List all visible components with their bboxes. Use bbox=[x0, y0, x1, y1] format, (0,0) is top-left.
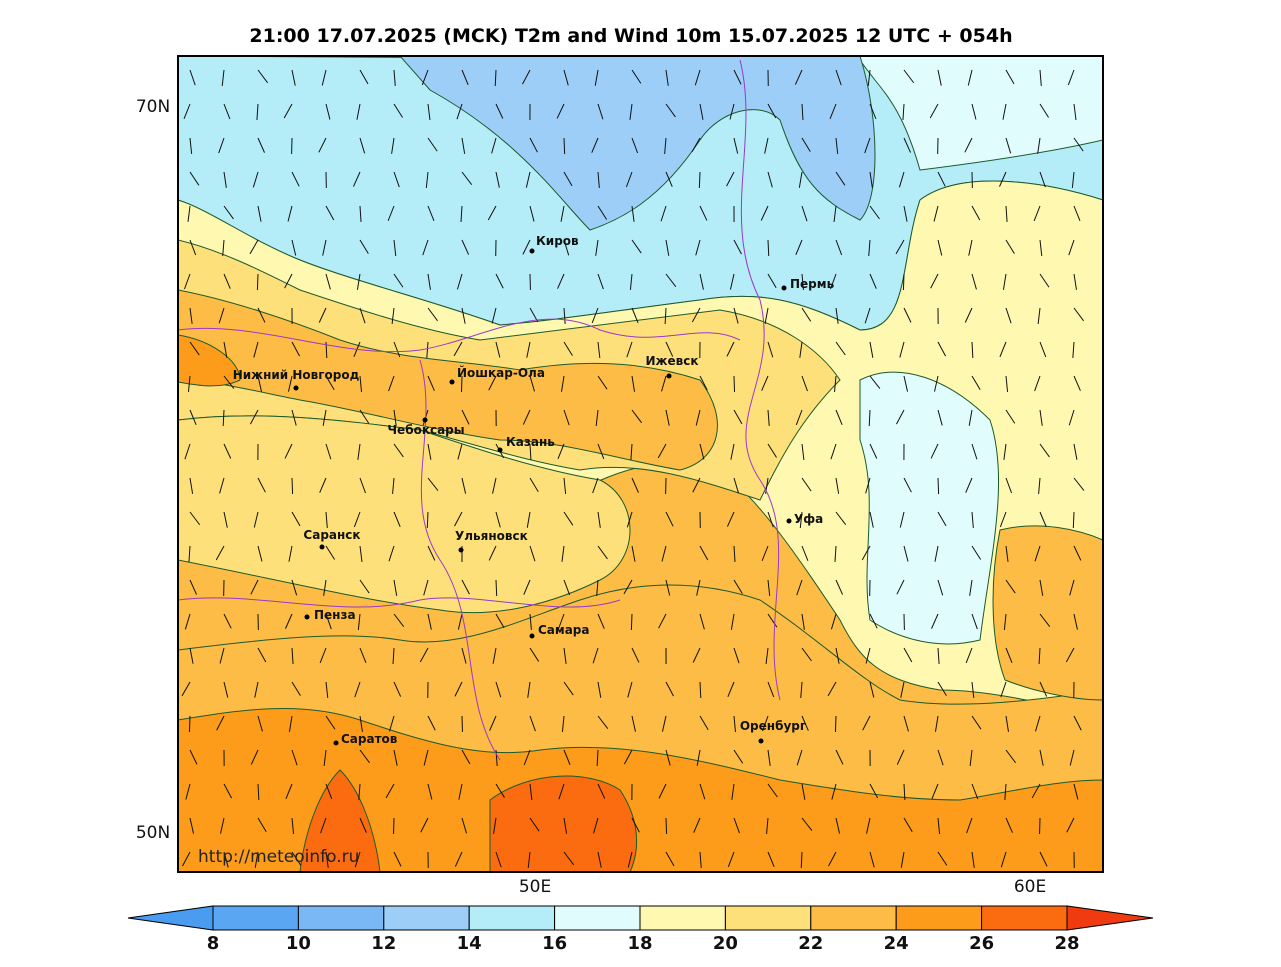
lat-label: 50N bbox=[136, 823, 170, 843]
wind-barb bbox=[666, 818, 667, 834]
city-label: Киров bbox=[536, 234, 579, 248]
city-label: Ижевск bbox=[646, 354, 699, 368]
city-label: Саратов bbox=[341, 732, 398, 746]
colorbar-box bbox=[469, 906, 554, 930]
colorbar-box bbox=[982, 906, 1067, 930]
city-dot bbox=[423, 418, 428, 423]
map-title: 21:00 17.07.2025 (MCK) T2m and Wind 10m … bbox=[249, 25, 1012, 47]
city-dot bbox=[787, 519, 792, 524]
colorbar-tick-label: 24 bbox=[884, 933, 909, 954]
wind-barb bbox=[292, 478, 293, 494]
wind-barb bbox=[903, 274, 904, 290]
colorbar-box bbox=[811, 906, 896, 930]
wind-barb bbox=[734, 376, 735, 392]
colorbar-tip bbox=[1067, 906, 1153, 930]
colorbar-box bbox=[896, 906, 981, 930]
colorbar-tick-label: 14 bbox=[457, 933, 482, 954]
city-dot bbox=[530, 634, 535, 639]
lon-label: 50E bbox=[519, 877, 551, 897]
colorbar-tick-label: 16 bbox=[542, 933, 567, 954]
colorbar-box bbox=[725, 906, 810, 930]
wind-barb bbox=[1073, 512, 1074, 528]
colorbar-tick-label: 10 bbox=[286, 933, 311, 954]
temperature-field bbox=[178, 56, 1103, 872]
colorbar-tick-label: 12 bbox=[371, 933, 396, 954]
city-label: Йошкар-Ола bbox=[457, 365, 545, 380]
colorbar-box bbox=[213, 906, 298, 930]
city-dot bbox=[450, 380, 455, 385]
wind-barb bbox=[564, 138, 565, 154]
colorbar-box bbox=[384, 906, 469, 930]
city-label: Нижний Новгород bbox=[233, 368, 360, 382]
city-label: Пермь bbox=[790, 277, 835, 291]
colorbar-tick-label: 22 bbox=[798, 933, 823, 954]
lon-label: 60E bbox=[1014, 877, 1046, 897]
colorbar-tip bbox=[128, 906, 213, 930]
city-dot bbox=[782, 286, 787, 291]
city-dot bbox=[294, 386, 299, 391]
watermark: http://meteoinfo.ru bbox=[198, 847, 359, 867]
wind-barb bbox=[835, 716, 836, 732]
colorbar-box bbox=[555, 906, 640, 930]
city-dot bbox=[305, 615, 310, 620]
city-dot bbox=[320, 545, 325, 550]
city-label: Оренбург bbox=[740, 719, 806, 733]
wind-barb bbox=[496, 580, 497, 596]
city-label: Уфа bbox=[794, 512, 823, 526]
city-dot bbox=[530, 249, 535, 254]
colorbar-tick-label: 8 bbox=[207, 933, 220, 954]
city-dot bbox=[459, 548, 464, 553]
colorbar-box bbox=[298, 906, 383, 930]
city-dot bbox=[759, 739, 764, 744]
colorbar-tick-label: 26 bbox=[969, 933, 994, 954]
city-label: Казань bbox=[506, 435, 555, 449]
city-label: Чебоксары bbox=[387, 423, 464, 437]
wind-barb bbox=[189, 716, 190, 732]
colorbar-box bbox=[640, 906, 725, 930]
city-label: Самара bbox=[538, 623, 590, 637]
wind-barb bbox=[938, 478, 939, 494]
lat-label: 70N bbox=[136, 97, 170, 117]
city-dot bbox=[334, 741, 339, 746]
wind-barb bbox=[699, 172, 700, 188]
city-dot bbox=[498, 448, 503, 453]
colorbar-tick-label: 18 bbox=[627, 933, 652, 954]
colorbar-tick-label: 28 bbox=[1054, 933, 1079, 954]
wind-barb bbox=[631, 614, 632, 630]
city-label: Пенза bbox=[314, 608, 356, 622]
colorbar: 8 10 12 14 16 18 20 22 24 26 28 bbox=[128, 906, 1153, 954]
city-label: Ульяновск bbox=[455, 529, 528, 543]
colorbar-tick-label: 20 bbox=[713, 933, 738, 954]
city-dot bbox=[667, 374, 672, 379]
city-label: Саранск bbox=[303, 528, 360, 542]
wind-barb bbox=[257, 274, 258, 290]
